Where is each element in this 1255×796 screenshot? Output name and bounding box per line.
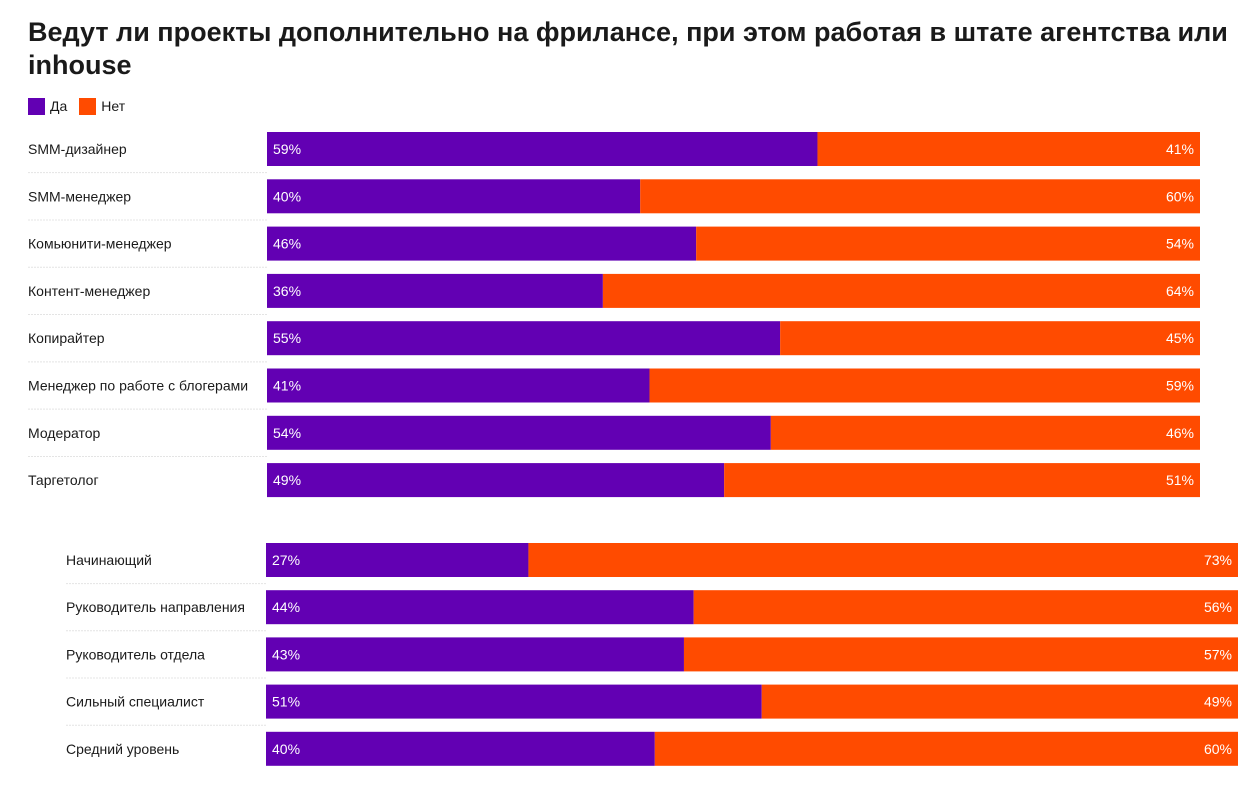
value-label-yes: 43% — [272, 646, 300, 662]
bar-group-2: Начинающий 27% 73% Руководитель направления… — [66, 543, 1238, 766]
bar-yes — [267, 226, 697, 261]
value-label-no: 56% — [1204, 599, 1232, 615]
bar-no — [780, 321, 1200, 356]
category-label: Руководитель направления — [66, 599, 245, 615]
value-label-no: 54% — [1166, 236, 1194, 252]
bar-yes — [266, 637, 684, 672]
category-label: Комьюнити-менеджер — [28, 236, 172, 252]
value-label-yes: 36% — [273, 283, 301, 299]
value-label-no: 64% — [1166, 283, 1194, 299]
legend-item-yes: Да — [28, 97, 68, 115]
value-label-no: 46% — [1166, 425, 1194, 441]
category-label: Начинающий — [66, 552, 152, 568]
category-label: Копирайтер — [28, 330, 105, 346]
bar-no — [640, 179, 1200, 214]
bar-no — [654, 731, 1238, 766]
value-label-no: 51% — [1166, 472, 1194, 488]
value-label-no: 57% — [1204, 646, 1232, 662]
value-label-yes: 59% — [273, 141, 301, 157]
bar-no — [761, 684, 1238, 719]
bar-group-1: SMM-дизайнер 59% 41% SMM-менеджер 40% 60% Комь… — [28, 132, 1200, 498]
bar-no — [602, 273, 1200, 308]
category-label: Менеджер по работе с блогерами — [28, 378, 248, 394]
value-label-no: 60% — [1204, 741, 1232, 757]
chart-title: Ведут ли проекты дополнительно на фрилан… — [28, 17, 1228, 80]
bar-yes — [266, 684, 762, 719]
category-label: Средний уровень — [66, 741, 179, 757]
bar-yes — [267, 179, 641, 214]
bar-yes — [267, 415, 771, 450]
bar-yes — [266, 543, 529, 577]
value-label-yes: 46% — [273, 236, 301, 252]
value-label-yes: 44% — [272, 599, 300, 615]
category-label: Таргетолог — [28, 472, 99, 488]
legend-swatch-no — [79, 97, 97, 115]
bar-no — [693, 590, 1238, 625]
category-label: Контент-менеджер — [28, 283, 150, 299]
bar-no — [770, 415, 1200, 450]
value-label-yes: 41% — [273, 378, 301, 394]
legend-label-yes: Да — [50, 98, 68, 114]
value-label-yes: 54% — [273, 425, 301, 441]
bar-yes — [266, 590, 694, 625]
value-label-no: 45% — [1166, 330, 1194, 346]
bar-no — [724, 463, 1200, 498]
bar-no — [649, 368, 1200, 403]
category-label: Сильный специалист — [66, 694, 205, 710]
bar-yes — [267, 132, 818, 166]
value-label-yes: 40% — [272, 741, 300, 757]
value-label-no: 41% — [1166, 141, 1194, 157]
bar-yes — [267, 463, 725, 498]
category-label: SMM-менеджер — [28, 188, 131, 204]
category-label: SMM-дизайнер — [28, 141, 127, 157]
value-label-yes: 49% — [273, 472, 301, 488]
bar-no — [696, 226, 1200, 261]
value-label-no: 59% — [1166, 378, 1194, 394]
value-label-yes: 55% — [273, 330, 301, 346]
value-label-no: 60% — [1166, 188, 1194, 204]
value-label-yes: 40% — [273, 188, 301, 204]
value-label-no: 73% — [1204, 552, 1232, 568]
category-label: Модератор — [28, 425, 101, 441]
value-label-yes: 51% — [272, 694, 300, 710]
category-label: Руководитель отдела — [66, 646, 205, 662]
bar-yes — [267, 321, 781, 356]
bar-no — [817, 132, 1200, 166]
value-label-yes: 27% — [272, 552, 300, 568]
bar-no — [528, 543, 1238, 577]
bar-yes — [267, 368, 650, 403]
bar-yes — [266, 731, 655, 766]
legend-item-no: Нет — [79, 97, 126, 115]
value-label-no: 49% — [1204, 694, 1232, 710]
legend-swatch-yes — [28, 97, 45, 115]
legend: Да Нет — [28, 97, 137, 115]
legend-label-no: Нет — [101, 98, 126, 114]
bar-yes — [267, 273, 603, 308]
bar-no — [683, 637, 1238, 672]
